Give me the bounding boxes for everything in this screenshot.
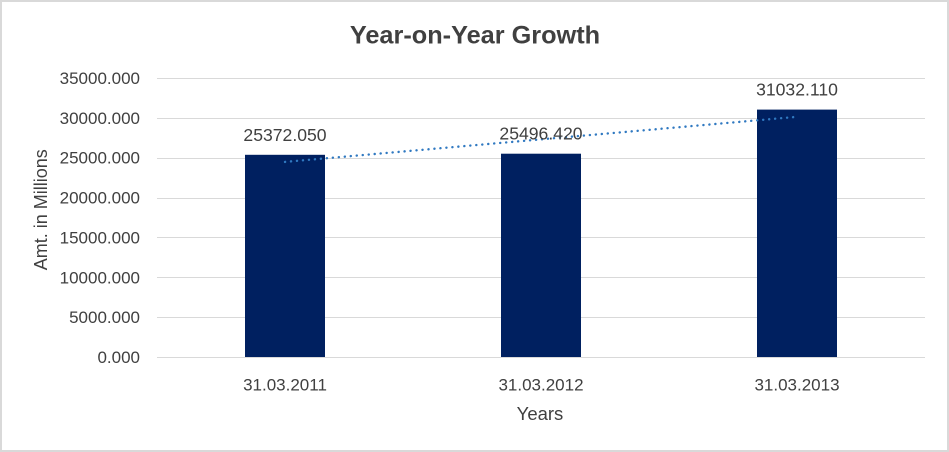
svg-text:15000.000: 15000.000 <box>60 228 140 247</box>
svg-text:0.000: 0.000 <box>97 348 140 367</box>
svg-text:30000.000: 30000.000 <box>60 109 140 128</box>
svg-text:31.03.2012: 31.03.2012 <box>498 376 583 395</box>
svg-text:5000.000: 5000.000 <box>69 308 140 327</box>
svg-text:25000.000: 25000.000 <box>60 149 140 168</box>
svg-text:Years: Years <box>517 403 564 424</box>
svg-text:25372.050: 25372.050 <box>243 125 326 145</box>
svg-text:31.03.2013: 31.03.2013 <box>754 376 839 395</box>
svg-text:35000.000: 35000.000 <box>60 69 140 88</box>
svg-text:Year-on-Year Growth: Year-on-Year Growth <box>350 22 600 50</box>
svg-text:31032.110: 31032.110 <box>756 80 838 100</box>
svg-text:31.03.2011: 31.03.2011 <box>243 376 327 395</box>
svg-text:Amt. in Millions: Amt. in Millions <box>31 149 51 270</box>
svg-text:20000.000: 20000.000 <box>60 189 140 208</box>
svg-text:25496.420: 25496.420 <box>499 124 582 144</box>
svg-text:10000.000: 10000.000 <box>60 268 140 287</box>
